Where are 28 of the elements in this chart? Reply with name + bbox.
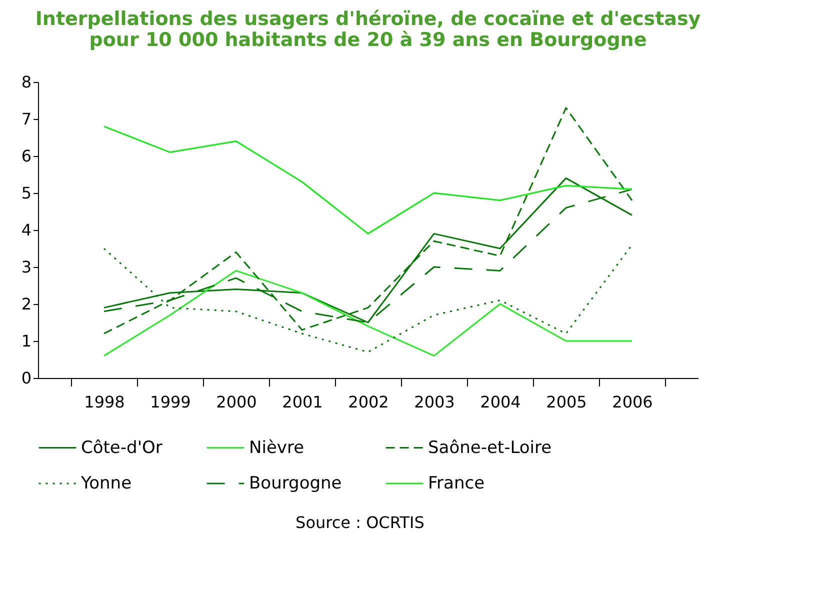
x-tick-label: 2001 — [282, 392, 323, 412]
chart-title: Interpellations des usagers d'héroïne, de cocaïne et d'ecstasy pour 10 000 habitants de 20 à 39 ans en Bourgogne — [35, 8, 702, 51]
line-series — [103, 126, 633, 234]
line-series — [103, 270, 633, 357]
legend-label: France — [428, 474, 485, 494]
legend-label: Yonne — [80, 474, 132, 494]
legend-label: Nièvre — [249, 438, 304, 458]
y-tick-label: 4 — [21, 220, 32, 240]
y-tick-label: 8 — [21, 72, 32, 92]
x-tick-label: 1999 — [150, 392, 191, 412]
x-tick-label: 2000 — [216, 392, 257, 412]
y-tick-label: 6 — [21, 146, 32, 166]
x-tick-label: 2005 — [546, 392, 587, 412]
x-tick-label: 2002 — [348, 392, 389, 412]
legend-label: Côte-d'Or — [81, 438, 162, 458]
x-tick-label: 2003 — [414, 392, 455, 412]
legend-label: Bourgogne — [249, 474, 342, 494]
y-tick-label: 7 — [21, 110, 32, 128]
y-tick-label: 1 — [21, 332, 32, 350]
x-tick-label: 1998 — [84, 392, 125, 412]
x-tick-label: 2004 — [480, 392, 521, 412]
source-note: Source : OCRTIS — [294, 513, 426, 532]
y-tick-label: 3 — [21, 258, 32, 276]
y-tick-label: 5 — [21, 184, 32, 202]
legend-label: Saône-et-Loire — [428, 438, 552, 458]
y-tick-label: 2 — [21, 294, 32, 314]
x-tick-label: 2006 — [612, 392, 653, 412]
y-tick-label: 0 — [21, 368, 32, 388]
